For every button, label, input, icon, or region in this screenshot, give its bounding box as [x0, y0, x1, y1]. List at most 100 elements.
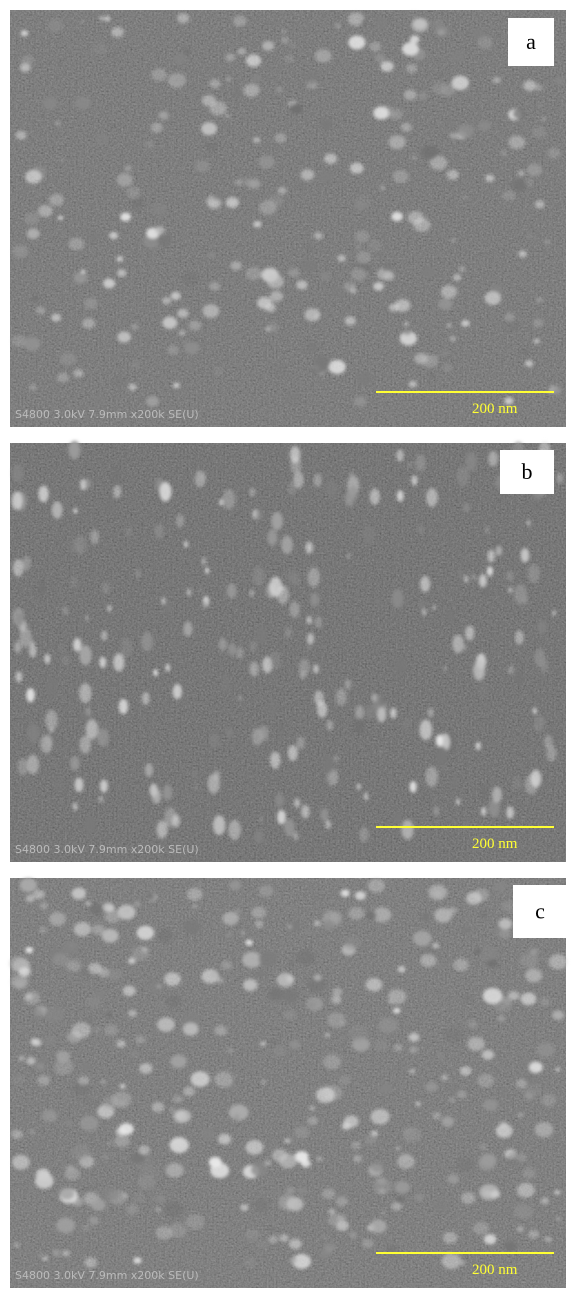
particle	[432, 942, 440, 949]
particle	[43, 1034, 58, 1046]
particle	[85, 615, 89, 622]
particle	[373, 281, 384, 291]
particle	[544, 1236, 552, 1243]
particle	[460, 194, 469, 201]
particle	[81, 1097, 91, 1106]
particle	[482, 987, 503, 1004]
particle	[135, 569, 141, 579]
particle	[17, 758, 28, 776]
particle	[335, 1196, 348, 1207]
particle	[95, 989, 106, 998]
particle	[218, 637, 227, 651]
particle	[19, 627, 32, 648]
particle	[318, 170, 334, 183]
particle	[253, 137, 261, 144]
particle	[419, 719, 433, 741]
particle	[92, 1101, 102, 1109]
particle	[482, 1098, 498, 1112]
particle	[154, 523, 164, 539]
particle	[523, 80, 537, 92]
particle	[168, 1223, 188, 1239]
particle	[369, 41, 382, 52]
particle	[131, 946, 150, 961]
particle	[393, 811, 402, 825]
particle	[254, 829, 264, 844]
particle	[20, 30, 29, 37]
particle	[176, 514, 185, 528]
particle	[312, 364, 320, 370]
particle	[151, 68, 168, 82]
particle	[143, 336, 150, 342]
particle	[431, 18, 443, 27]
particle	[251, 727, 263, 746]
particle	[284, 55, 294, 63]
particle	[344, 678, 352, 690]
particle	[481, 1049, 495, 1060]
particle	[56, 1050, 71, 1063]
particle	[298, 658, 310, 677]
particle	[225, 76, 232, 82]
image-info: S4800 3.0kV 7.9mm x200k SE(U)	[15, 843, 199, 856]
particle	[374, 53, 386, 63]
particle	[36, 1062, 45, 1070]
particle	[155, 1226, 173, 1240]
particle	[79, 645, 92, 666]
particle	[268, 988, 284, 1001]
particle	[461, 1192, 476, 1204]
particle	[242, 951, 262, 968]
particle	[474, 948, 482, 955]
particle	[315, 1087, 336, 1103]
particle	[324, 1243, 336, 1253]
particle	[440, 285, 458, 299]
particle	[83, 815, 96, 835]
particle	[43, 1079, 50, 1084]
particle	[399, 507, 403, 514]
particle	[25, 169, 42, 184]
particle	[462, 644, 467, 652]
particle	[322, 1234, 328, 1240]
particle	[164, 972, 181, 987]
particle	[254, 920, 264, 928]
particle	[433, 806, 440, 816]
particle	[468, 1020, 478, 1029]
particle	[177, 13, 190, 24]
particle	[249, 589, 255, 598]
particle	[15, 130, 27, 140]
particle	[552, 1010, 565, 1021]
particle	[232, 15, 247, 27]
particle	[373, 106, 390, 120]
particle	[71, 887, 87, 900]
particle	[59, 352, 77, 366]
particle	[452, 274, 462, 281]
particle	[533, 338, 540, 344]
particle	[88, 962, 102, 974]
particle	[380, 61, 394, 72]
particle	[228, 1104, 249, 1121]
particle	[53, 773, 67, 794]
particle	[478, 574, 487, 588]
particle	[35, 306, 46, 315]
particle	[552, 386, 563, 395]
particle	[420, 791, 427, 803]
particle	[314, 690, 324, 707]
particle	[159, 481, 172, 502]
particle	[393, 1007, 401, 1014]
particle	[189, 1187, 195, 1192]
particle	[365, 977, 383, 992]
particle	[146, 893, 155, 900]
particle	[162, 316, 178, 329]
particle	[288, 268, 300, 278]
particle	[70, 575, 79, 588]
particle	[201, 122, 218, 136]
particle	[269, 751, 281, 769]
particle	[38, 485, 49, 503]
particle	[228, 642, 237, 656]
particle	[322, 920, 335, 931]
particle	[455, 798, 461, 806]
particle	[392, 169, 409, 184]
particle	[508, 135, 526, 150]
particle	[287, 482, 297, 496]
particle	[139, 1062, 153, 1074]
particle	[249, 179, 261, 189]
particle	[504, 397, 514, 405]
